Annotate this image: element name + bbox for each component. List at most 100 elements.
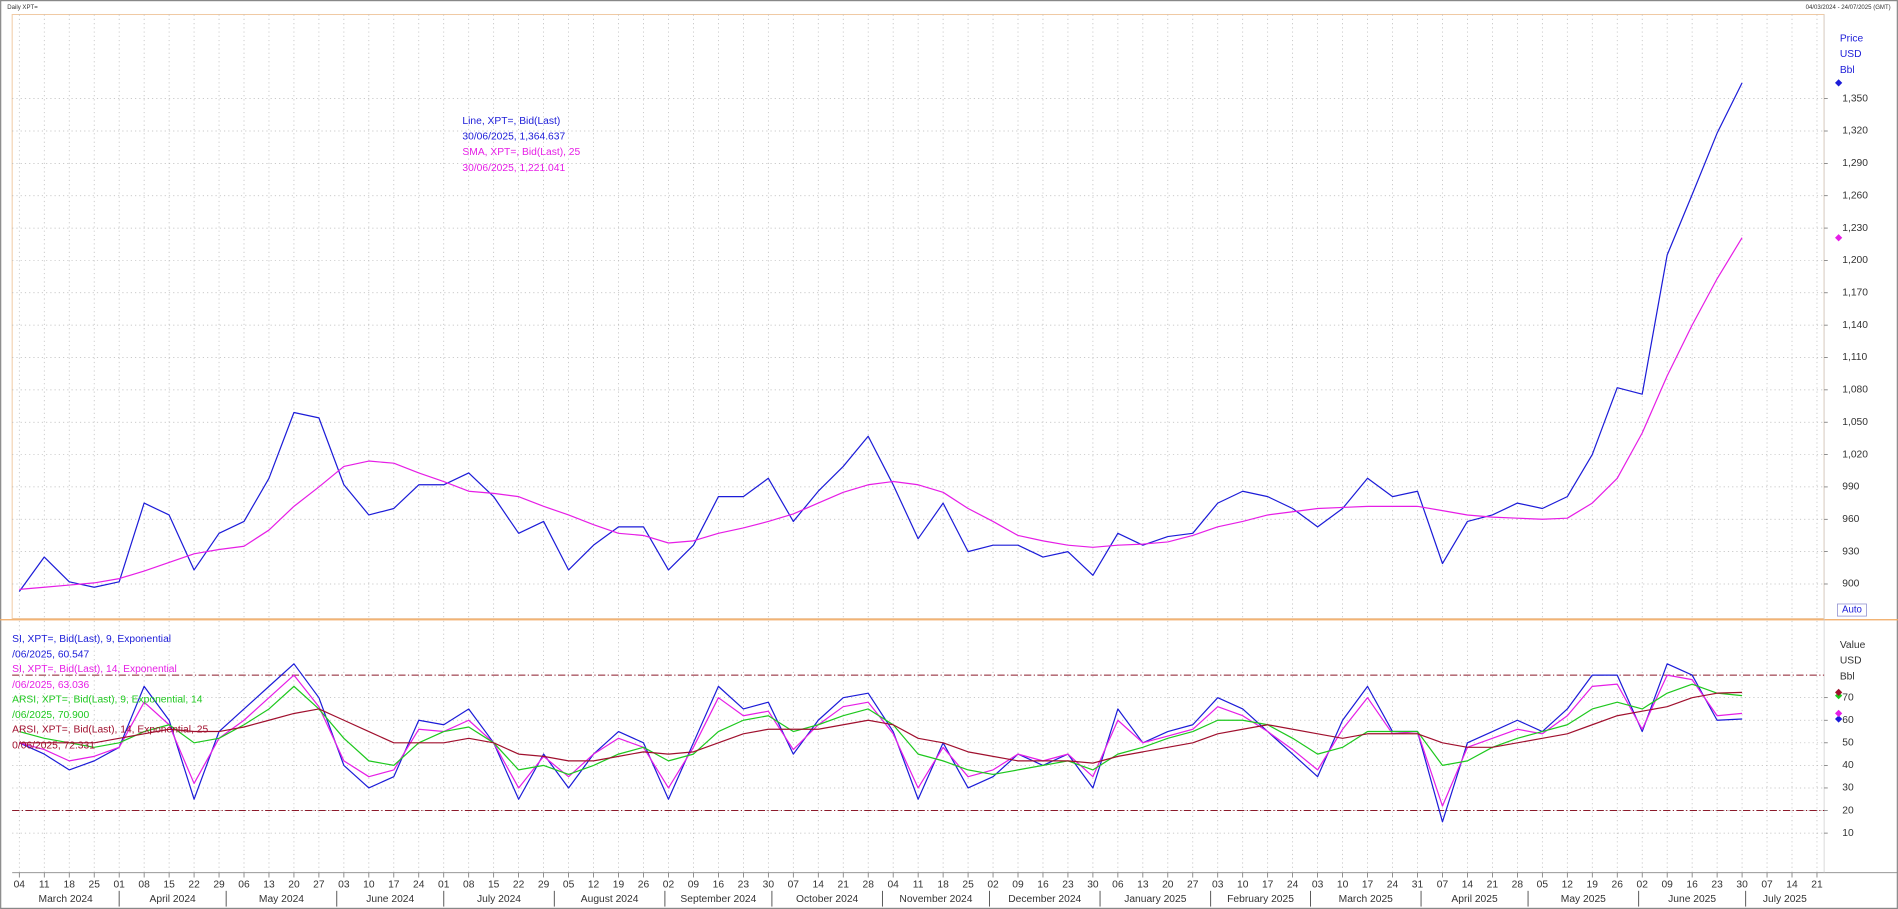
series-layer bbox=[18, 82, 1743, 592]
x-tick-label: 19 bbox=[1587, 880, 1599, 891]
x-tick-label: 28 bbox=[1512, 880, 1524, 891]
x-tick-label: 13 bbox=[263, 880, 275, 891]
x-tick-label: 23 bbox=[738, 880, 750, 891]
y-tick-label: 900 bbox=[1842, 579, 1859, 590]
x-tick-label: 01 bbox=[113, 880, 125, 891]
legend-detail: /06/2025, 70.900 bbox=[12, 710, 89, 721]
last-value-marker bbox=[1835, 709, 1843, 718]
x-tick-label: 19 bbox=[613, 880, 625, 891]
x-tick-label: 10 bbox=[1237, 880, 1249, 891]
x-tick-label: 25 bbox=[962, 880, 974, 891]
month-label: July 2025 bbox=[1763, 894, 1807, 905]
x-tick-label: 23 bbox=[1062, 880, 1074, 891]
x-tick-label: 03 bbox=[338, 880, 350, 891]
legend-detail: /06/2025, 63.036 bbox=[12, 680, 89, 691]
x-tick-label: 13 bbox=[1137, 880, 1149, 891]
auto-scale-button-label[interactable]: Auto bbox=[1842, 605, 1862, 616]
y-tick-label: 990 bbox=[1842, 482, 1859, 493]
month-label: July 2024 bbox=[477, 894, 521, 905]
x-tick-label: 02 bbox=[1636, 880, 1648, 891]
x-tick-label: 24 bbox=[413, 880, 425, 891]
x-tick-label: 17 bbox=[1362, 880, 1374, 891]
legend-detail: /06/2025, 60.547 bbox=[12, 650, 89, 661]
x-tick-label: 01 bbox=[438, 880, 450, 891]
x-tick-label: 11 bbox=[39, 880, 50, 891]
y-tick-label: 50 bbox=[1842, 738, 1854, 749]
month-label: June 2024 bbox=[366, 894, 414, 905]
x-tick-label: 25 bbox=[88, 880, 100, 891]
y-tick-label: 40 bbox=[1842, 760, 1854, 771]
x-tick-label: 30 bbox=[763, 880, 775, 891]
date-range: 04/03/2024 - 24/07/2025 (GMT) bbox=[1806, 5, 1891, 11]
y-tick-label: 1,200 bbox=[1842, 255, 1868, 266]
x-tick-label: 20 bbox=[288, 880, 300, 891]
legend-name: SMA, XPT=, Bid(Last), 25 bbox=[462, 147, 580, 158]
x-tick-label: 14 bbox=[1786, 880, 1798, 891]
month-label: September 2024 bbox=[680, 894, 756, 905]
x-tick-label: 04 bbox=[14, 880, 26, 891]
x-tick-label: 04 bbox=[887, 880, 899, 891]
month-label: February 2025 bbox=[1227, 894, 1294, 905]
y-tick-label: 1,350 bbox=[1842, 93, 1868, 104]
series-line bbox=[19, 663, 1743, 823]
month-label: April 2025 bbox=[1451, 894, 1498, 905]
axis-unit-label: Price bbox=[1840, 33, 1864, 44]
x-tick-label: 06 bbox=[238, 880, 250, 891]
legend-name: ARSI, XPT=, Bid(Last), 9, Exponential, 1… bbox=[12, 694, 203, 705]
x-tick-label: 09 bbox=[1012, 880, 1024, 891]
x-tick-label: 27 bbox=[1187, 880, 1199, 891]
series-layer bbox=[19, 663, 1743, 823]
legend-detail: 0/06/2025, 72.331 bbox=[12, 740, 95, 751]
x-tick-label: 20 bbox=[1162, 880, 1174, 891]
x-tick-label: 03 bbox=[1312, 880, 1324, 891]
y-tick-label: 1,170 bbox=[1842, 288, 1868, 299]
x-tick-label: 26 bbox=[1612, 880, 1624, 891]
x-tick-label: 22 bbox=[513, 880, 525, 891]
y-tick-label: 1,080 bbox=[1842, 385, 1868, 396]
x-tick-label: 07 bbox=[1437, 880, 1449, 891]
series-line bbox=[19, 674, 1743, 807]
y-tick-label: 930 bbox=[1842, 546, 1859, 557]
last-value-marker bbox=[1835, 234, 1843, 242]
x-tick-label: 21 bbox=[1811, 880, 1823, 891]
month-label: June 2025 bbox=[1668, 894, 1716, 905]
x-tick-label: 29 bbox=[538, 880, 550, 891]
x-tick-label: 18 bbox=[937, 880, 949, 891]
x-tick-label: 17 bbox=[1262, 880, 1274, 891]
month-label: March 2024 bbox=[39, 894, 94, 905]
y-tick-label: 1,020 bbox=[1842, 449, 1868, 460]
x-tick-label: 02 bbox=[987, 880, 999, 891]
month-label: August 2024 bbox=[581, 894, 639, 905]
axis-unit-label: Bbl bbox=[1840, 65, 1855, 76]
axis-unit-label: Value bbox=[1840, 640, 1866, 651]
y-tick-label: 1,110 bbox=[1842, 352, 1867, 363]
month-label: March 2025 bbox=[1339, 894, 1394, 905]
legend-detail: 30/06/2025, 1,221.041 bbox=[462, 163, 565, 174]
x-tick-label: 12 bbox=[1562, 880, 1574, 891]
x-tick-label: 08 bbox=[463, 880, 475, 891]
x-tick-label: 16 bbox=[1037, 880, 1049, 891]
x-tick-label: 23 bbox=[1711, 880, 1723, 891]
y-tick-label: 1,320 bbox=[1842, 126, 1868, 137]
x-tick-label: 08 bbox=[138, 880, 150, 891]
month-label: May 2024 bbox=[259, 894, 304, 905]
x-tick-label: 15 bbox=[488, 880, 500, 891]
x-tick-label: 17 bbox=[388, 880, 400, 891]
legend-detail: 30/06/2025, 1,364.637 bbox=[462, 131, 565, 142]
series-line bbox=[19, 683, 1743, 776]
legend-name: ARSI, XPT=, Bid(Last), 14, Exponential, … bbox=[12, 725, 208, 736]
x-tick-label: 27 bbox=[313, 880, 325, 891]
axis-unit-label: Bbl bbox=[1840, 671, 1855, 682]
x-tick-label: 30 bbox=[1736, 880, 1748, 891]
x-tick-label: 02 bbox=[663, 880, 675, 891]
month-label: November 2024 bbox=[899, 894, 972, 905]
last-value-marker bbox=[1835, 715, 1843, 723]
x-tick-label: 14 bbox=[813, 880, 825, 891]
x-tick-label: 16 bbox=[1686, 880, 1698, 891]
x-tick-label: 12 bbox=[588, 880, 600, 891]
y-tick-label: 960 bbox=[1842, 514, 1859, 525]
y-tick-label: 60 bbox=[1842, 715, 1854, 726]
